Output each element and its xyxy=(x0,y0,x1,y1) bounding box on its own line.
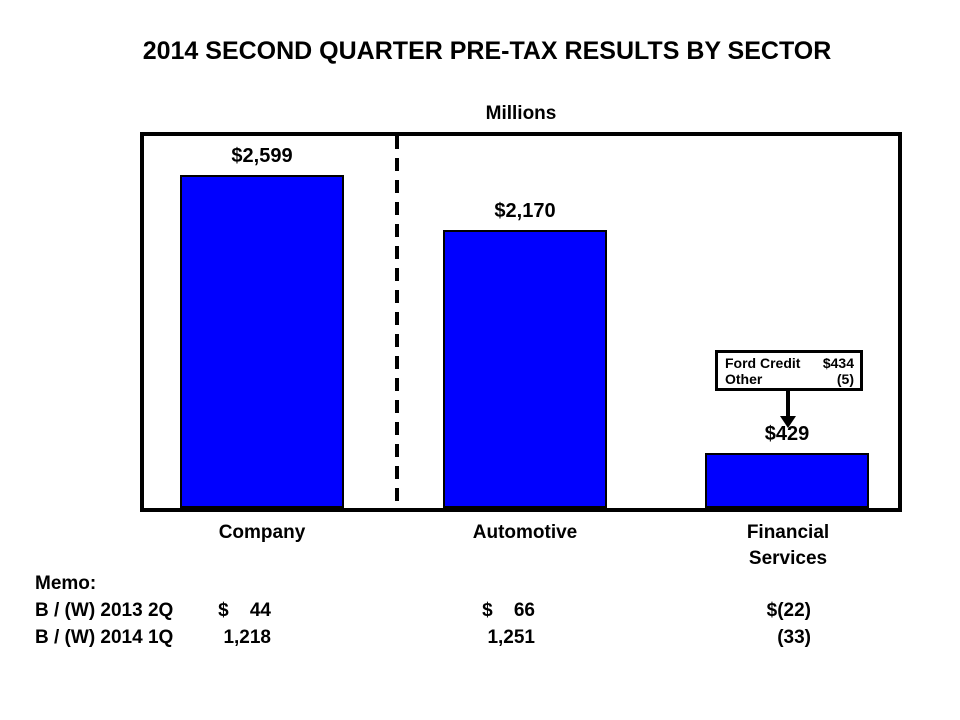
callout-row: Ford Credit $434 xyxy=(725,355,854,371)
category-label-financial-services: Financial Services xyxy=(746,522,830,569)
callout-value: (5) xyxy=(836,371,854,387)
chart-title: 2014 SECOND QUARTER PRE-TAX RESULTS BY S… xyxy=(142,37,832,65)
callout-value: $434 xyxy=(822,355,854,371)
memo-heading: Memo: xyxy=(35,573,97,594)
category-label-automotive: Automotive xyxy=(472,522,578,543)
bar-company xyxy=(180,175,344,508)
memo-row-label: B / (W) 2013 2Q xyxy=(35,600,174,621)
memo-section: Memo: B / (W) 2013 2Q $ 44 $ 66 $(22) B … xyxy=(35,570,935,651)
callout-row: Other (5) xyxy=(725,371,854,387)
dashed-separator-line xyxy=(395,136,399,508)
bar-automotive xyxy=(443,230,607,508)
axis-units-label: Millions xyxy=(485,103,557,124)
memo-value-automotive: $ 66 xyxy=(482,600,535,621)
memo-row: B / (W) 2013 2Q $ 44 $ 66 $(22) xyxy=(35,597,935,624)
callout-arrowhead-icon xyxy=(780,416,796,428)
memo-value-financial: (33) xyxy=(777,627,811,648)
bar-value-label-financial: $429 xyxy=(764,423,810,445)
category-label-company: Company xyxy=(218,522,306,543)
memo-row-label: B / (W) 2014 1Q xyxy=(35,627,174,648)
memo-value-company: 1,218 xyxy=(223,627,271,648)
callout-box: Ford Credit $434 Other (5) xyxy=(715,350,863,391)
memo-heading-line: Memo: xyxy=(35,570,935,597)
callout-label: Other xyxy=(725,371,763,387)
memo-row: B / (W) 2014 1Q 1,218 1,251 (33) xyxy=(35,624,935,651)
callout-arrow-stem xyxy=(786,391,790,416)
chart-plot-area: $2,599 $2,170 $429 xyxy=(140,132,902,512)
memo-value-financial: $(22) xyxy=(766,600,811,621)
callout-label: Ford Credit xyxy=(725,355,801,371)
bar-value-label-company: $2,599 xyxy=(231,145,293,167)
bar-value-label-automotive: $2,170 xyxy=(494,200,556,222)
memo-value-automotive: 1,251 xyxy=(487,627,535,648)
memo-value-company: $ 44 xyxy=(218,600,271,621)
bar-financial xyxy=(705,453,869,508)
